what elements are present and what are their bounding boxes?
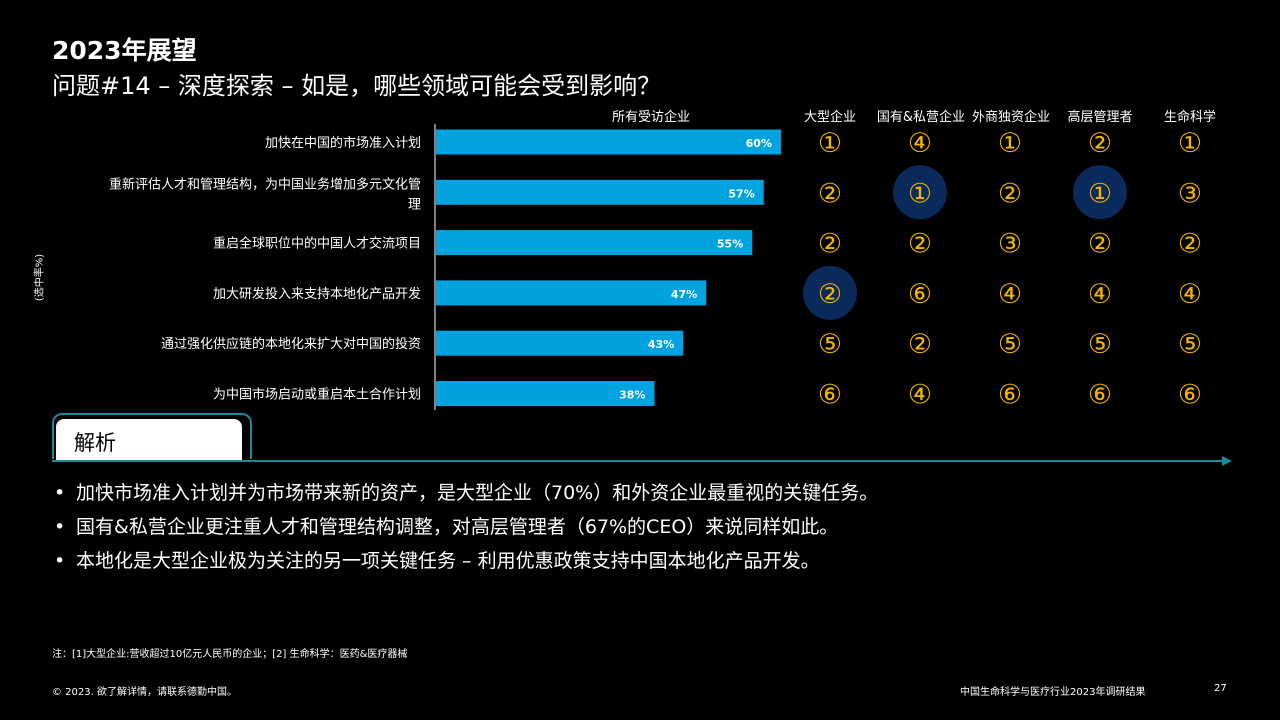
category-label: 理	[408, 197, 421, 212]
column-header-soe-private: 国有&私营企业	[876, 110, 966, 125]
category-label: 重启全球职位中的中国人才交流项目	[213, 236, 421, 252]
bar-value-label: 55%	[717, 238, 743, 251]
rank-badge: ⑤	[998, 329, 1022, 360]
copyright: © 2023. 欲了解详情，请联系德勤中国。	[52, 687, 237, 698]
bar-value-label: 60%	[746, 137, 772, 150]
rank-badge: ②	[818, 279, 842, 310]
bullet-item: 本地化是大型企业极为关注的另一项关键任务 – 利用优惠政策支持中国本地化产品开发…	[52, 544, 1232, 578]
rank-badge: ⑥	[1088, 380, 1112, 411]
page-title: 2023年展望	[52, 36, 197, 65]
bar	[436, 230, 753, 256]
bar	[436, 381, 655, 406]
bar-value-label: 57%	[728, 187, 754, 200]
bar	[436, 280, 707, 306]
analysis-divider	[52, 460, 1228, 462]
category-label: 加快在中国的市场准入计划	[265, 135, 421, 151]
rank-highlight	[893, 165, 947, 220]
page-subtitle: 问题#14 – 深度探索 – 如是，哪些领域可能会受到影响？	[52, 72, 662, 100]
rank-badge: ④	[908, 128, 932, 159]
category-label: 通过强化供应链的本地化来扩大对中国的投资	[161, 336, 421, 352]
rank-badge: ②	[1178, 229, 1202, 260]
rank-highlight	[1073, 165, 1127, 220]
rank-badge: ⑤	[1178, 329, 1202, 360]
rank-badge: ⑥	[908, 279, 932, 310]
category-label: 为中国市场启动或重启本土合作计划	[213, 387, 421, 403]
rank-badge: ①	[818, 128, 842, 159]
page-number: 27	[1214, 683, 1227, 694]
rank-badge: ③	[1178, 178, 1202, 209]
bar-value-label: 43%	[648, 338, 674, 351]
rank-badge: ④	[998, 279, 1022, 310]
rank-highlight	[803, 265, 857, 320]
bar	[436, 179, 764, 205]
rank-badge: ⑤	[1088, 329, 1112, 360]
footnote: 注：[1]大型企业:营收超过10亿元人民币的企业；[2] 生命科学：医药&医疗器…	[52, 649, 408, 660]
rank-badge: ④	[908, 380, 932, 411]
rank-badge: ⑥	[998, 380, 1022, 411]
rank-badge: ④	[1178, 279, 1202, 310]
column-header-all: 所有受访企业	[611, 110, 690, 125]
analysis-label: 解析	[74, 431, 116, 455]
rank-badge: ⑤	[818, 329, 842, 360]
rank-badge: ②	[818, 178, 842, 209]
rank-badge: ②	[1088, 128, 1112, 159]
analysis-bullets: 加快市场准入计划并为市场带来新的资产，是大型企业（70%）和外资企业最重视的关键…	[52, 476, 1232, 578]
report-title: 中国生命科学与医疗行业2023年调研结果	[960, 687, 1146, 698]
rank-badge: ⑥	[818, 380, 842, 411]
column-header-foreign: 外商独资企业	[971, 110, 1050, 125]
bullet-item: 国有&私营企业更注重人才和管理结构调整，对高层管理者（67%的CEO）来说同样如…	[52, 510, 1232, 544]
rank-badge: ②	[998, 178, 1022, 209]
rank-badge: ②	[908, 329, 932, 360]
divider-arrow-icon	[1222, 456, 1232, 466]
rank-badge: ②	[818, 229, 842, 260]
rank-badge: ①	[998, 128, 1022, 159]
column-header-executives: 高层管理者	[1067, 110, 1133, 125]
column-header-large: 大型企业	[803, 110, 856, 125]
category-label: 重新评估人才和管理结构，为中国业务增加多元文化管	[109, 176, 421, 192]
column-header-life-sciences: 生命科学	[1163, 110, 1216, 125]
bar-value-label: 38%	[619, 389, 645, 402]
bar	[436, 330, 684, 356]
rank-badge: ①	[1178, 128, 1202, 159]
analysis-tab: 解析	[52, 413, 252, 461]
rank-badge: ③	[998, 229, 1022, 260]
chart: 60% 加快在中国的市场准入计划 ① ④ ① ② ① 57% 重新评估人才和管理结构，为中国业务…	[109, 124, 1202, 411]
bullet-item: 加快市场准入计划并为市场带来新的资产，是大型企业（70%）和外资企业最重视的关键…	[52, 476, 1232, 510]
rank-badge: ⑥	[1178, 380, 1202, 411]
rank-badge: ②	[1088, 229, 1112, 260]
rank-badge: ②	[908, 229, 932, 260]
rank-badge: ①	[908, 178, 932, 209]
rank-badge: ①	[1088, 178, 1112, 209]
bar	[436, 129, 781, 155]
rank-badge: ④	[1088, 279, 1112, 310]
category-label: 加大研发投入来支持本地化产品开发	[213, 286, 421, 302]
bar-value-label: 47%	[671, 288, 697, 301]
